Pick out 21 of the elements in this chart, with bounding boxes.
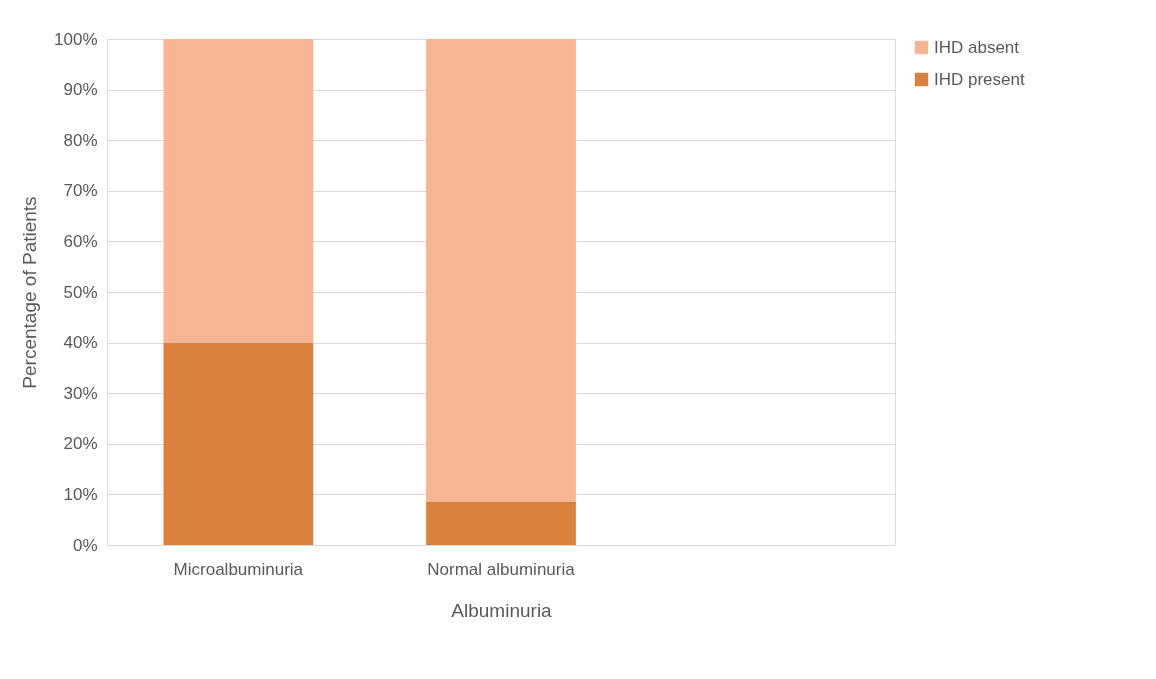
y-tick-label: 10%	[63, 484, 98, 504]
y-tick-label: 60%	[63, 231, 98, 251]
y-tick-label: 40%	[63, 333, 98, 353]
legend-label: IHD absent	[934, 37, 1020, 57]
y-tick-label: 100%	[54, 29, 98, 49]
legend-label: IHD present	[934, 69, 1025, 89]
bar	[426, 39, 576, 502]
x-axis-title: Albuminuria	[451, 599, 553, 621]
bar	[163, 39, 314, 343]
x-tick-label: Microalbuminuria	[173, 559, 304, 579]
bar	[163, 342, 314, 545]
y-tick-label: 20%	[63, 434, 98, 454]
y-axis-title: Percentage of Patients	[19, 196, 41, 389]
y-tick-label: 80%	[63, 130, 98, 150]
y-tick-label: 0%	[72, 535, 98, 555]
y-tick-label: 70%	[63, 181, 98, 201]
y-tick-label: 90%	[63, 80, 98, 100]
x-tick-label: Normal albuminuria	[427, 559, 576, 579]
bar	[426, 501, 576, 545]
y-tick-label: 50%	[63, 282, 98, 302]
y-tick-label: 30%	[63, 383, 98, 403]
